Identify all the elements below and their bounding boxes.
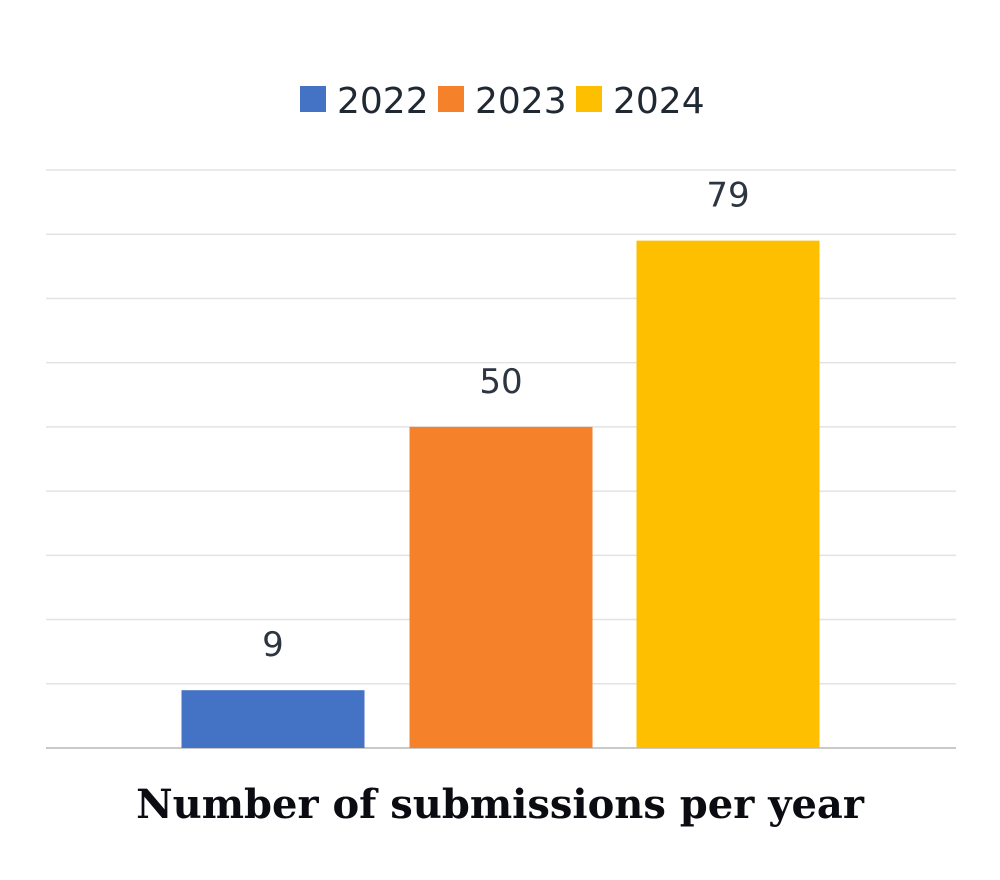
legend-label: 2022 (337, 81, 429, 122)
legend-item-2022: 2022 (300, 81, 429, 122)
data-label-2024: 79 (706, 176, 749, 216)
data-label-2023: 50 (479, 362, 522, 402)
legend-swatch (576, 86, 602, 112)
bar-2024 (636, 240, 820, 748)
bar-2022 (181, 690, 365, 748)
bar-2023 (409, 426, 593, 748)
legend-swatch (300, 86, 326, 112)
legend-item-2023: 2023 (438, 81, 567, 122)
data-labels: 9 50 79 (262, 176, 749, 666)
legend-item-2024: 2024 (576, 81, 705, 122)
legend: 2022 2023 2024 (300, 81, 705, 122)
chart-title: Number of submissions per year (136, 781, 865, 828)
legend-label: 2024 (613, 81, 705, 122)
data-label-2022: 9 (262, 625, 284, 665)
legend-label: 2023 (475, 81, 567, 122)
legend-swatch (438, 86, 464, 112)
bars (181, 240, 820, 748)
